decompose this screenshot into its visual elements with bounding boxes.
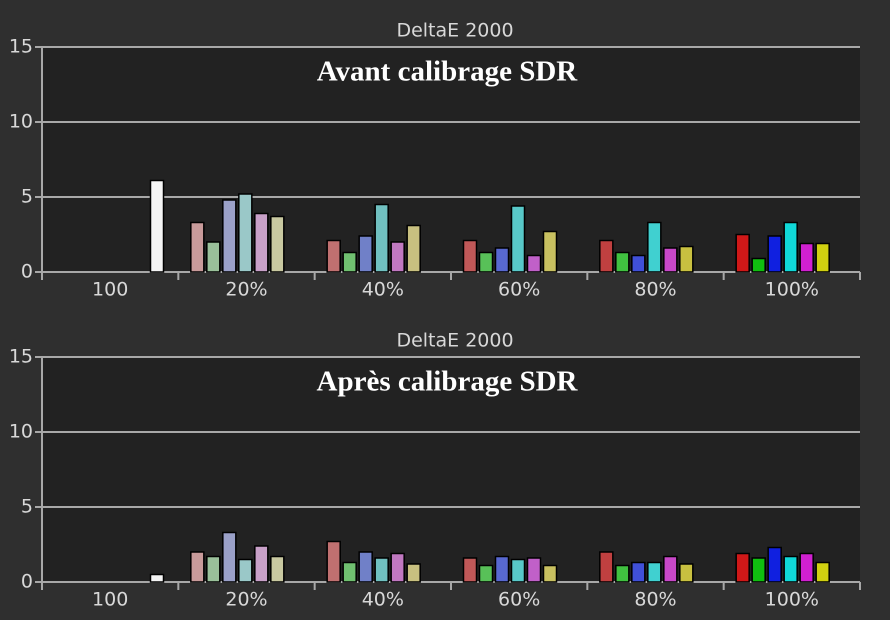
bar [254, 212, 269, 273]
bar [783, 221, 798, 273]
annotation: Après calibrage SDR [317, 366, 579, 398]
x-tick-label: 60% [498, 589, 540, 611]
plot-area [42, 357, 860, 582]
bar [679, 563, 694, 583]
y-tick-label: 5 [21, 186, 33, 208]
bar [238, 193, 253, 273]
bar [783, 555, 798, 583]
y-tick-label: 15 [9, 36, 33, 58]
bar [599, 239, 614, 273]
bar [270, 555, 285, 583]
y-tick-label: 5 [21, 496, 33, 518]
bar [374, 557, 389, 583]
x-tick-label: 20% [225, 279, 267, 301]
bar [358, 235, 373, 273]
bar [599, 551, 614, 583]
bar [326, 540, 341, 583]
bar [542, 564, 558, 583]
bar [663, 247, 678, 273]
bar [254, 545, 269, 583]
bar [510, 558, 526, 583]
bar [542, 230, 558, 273]
x-tick-label: 100 [92, 589, 128, 611]
bar [358, 551, 373, 583]
chart-title: DeltaE 2000 [396, 330, 513, 352]
bar [751, 557, 766, 583]
bar [342, 561, 357, 583]
bar [631, 254, 646, 273]
y-tick-label: 0 [21, 571, 33, 593]
bar [615, 564, 630, 583]
bar [735, 552, 750, 583]
bar [206, 241, 221, 273]
bar [647, 221, 662, 273]
x-tick-label: 40% [362, 279, 404, 301]
bar [799, 552, 814, 583]
y-tick-label: 15 [9, 346, 33, 368]
bar [206, 555, 221, 583]
bar [190, 551, 205, 583]
bar [767, 546, 782, 583]
x-tick-label: 80% [634, 589, 676, 611]
x-tick-label: 100% [765, 279, 819, 301]
plot-area [42, 47, 860, 272]
bar [751, 257, 766, 273]
bar [815, 242, 830, 273]
x-tick-label: 100 [92, 279, 128, 301]
bar [149, 179, 165, 273]
bar [406, 563, 421, 583]
bar [374, 203, 389, 273]
x-tick-label: 40% [362, 589, 404, 611]
bar [494, 555, 510, 583]
bar [222, 199, 237, 273]
x-tick-label: 100% [765, 589, 819, 611]
bar [815, 561, 830, 583]
bar [478, 564, 494, 583]
bar [510, 205, 526, 273]
y-tick-label: 10 [9, 421, 33, 443]
x-tick-label: 20% [225, 589, 267, 611]
bar [390, 241, 405, 273]
x-tick-label: 80% [634, 279, 676, 301]
bar [799, 242, 814, 273]
bar [462, 239, 478, 273]
bar [390, 552, 405, 583]
y-tick-label: 10 [9, 111, 33, 133]
bar [462, 557, 478, 583]
bar [494, 247, 510, 273]
bar [679, 245, 694, 273]
bar [735, 233, 750, 273]
bar [222, 531, 237, 583]
bar [190, 221, 205, 273]
chart-title: DeltaE 2000 [396, 20, 513, 42]
bar [238, 558, 253, 583]
bar [406, 224, 421, 273]
annotation: Avant calibrage SDR [317, 56, 579, 88]
bar [615, 251, 630, 273]
y-tick-label: 0 [21, 261, 33, 283]
bar [270, 215, 285, 273]
bar [647, 561, 662, 583]
bar [149, 573, 165, 583]
bar [326, 239, 341, 273]
bar [767, 235, 782, 273]
bar [663, 555, 678, 583]
bar [526, 254, 542, 273]
bar [631, 561, 646, 583]
x-tick-label: 60% [498, 279, 540, 301]
bar [526, 557, 542, 583]
bar [478, 251, 494, 273]
bar [342, 251, 357, 273]
